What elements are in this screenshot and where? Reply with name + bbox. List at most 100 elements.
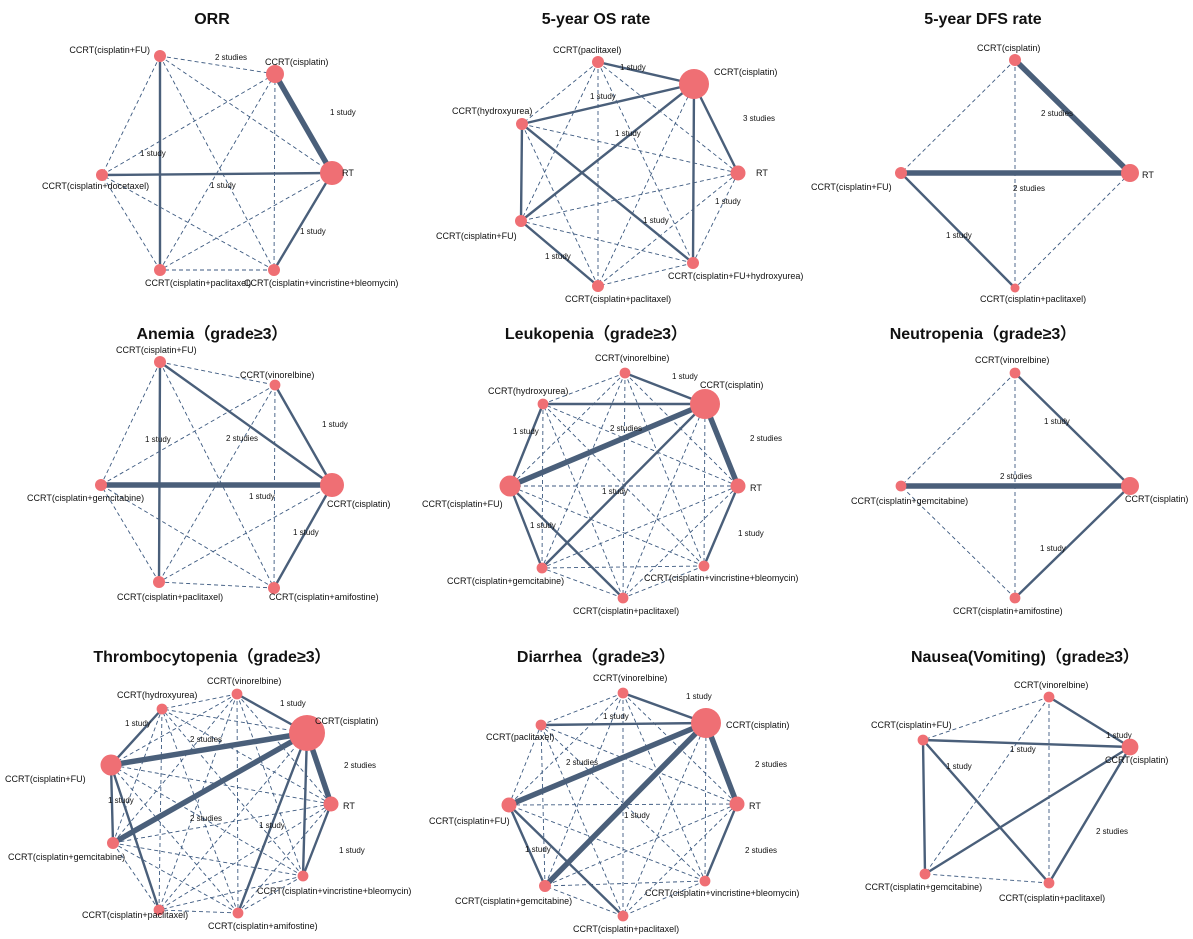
indirect-edge — [273, 73, 276, 271]
edge-study-label: 2 studies — [755, 760, 787, 769]
indirect-edge — [692, 172, 739, 264]
treatment-node — [592, 280, 604, 292]
direct-edge — [702, 484, 740, 568]
treatment-label: CCRT(cisplatin) — [265, 57, 328, 67]
edge-study-label: 1 study — [686, 692, 712, 701]
indirect-edge — [622, 485, 739, 599]
direct-edge — [508, 402, 545, 488]
indirect-edge — [508, 724, 542, 806]
treatment-label: CCRT(cisplatin+FU) — [5, 774, 86, 784]
panel-title: 5-year OS rate — [542, 11, 651, 28]
indirect-edge — [158, 909, 239, 914]
treatment-node — [266, 65, 284, 83]
treatment-label: CCRT(paclitaxel) — [553, 45, 621, 55]
treatment-node — [617, 592, 629, 604]
direct-edge — [157, 360, 162, 584]
treatment-label: CCRT(cisplatin) — [1105, 755, 1168, 765]
indirect-edge — [112, 693, 238, 844]
direct-edge — [100, 171, 334, 177]
panel-title: 5-year DFS rate — [924, 11, 1041, 28]
edge-study-label: 1 study — [525, 845, 551, 854]
treatment-node — [536, 562, 548, 574]
indirect-edge — [101, 174, 161, 271]
treatment-label: CCRT(cisplatin) — [327, 499, 390, 509]
treatment-node — [100, 754, 122, 776]
treatment-node — [1010, 283, 1020, 293]
panel-title: Anemia（grade≥3） — [136, 325, 287, 343]
direct-edge — [519, 82, 696, 223]
indirect-edge — [158, 708, 163, 911]
treatment-label: CCRT(cisplatin+paclitaxel) — [145, 278, 251, 288]
indirect-edge — [622, 803, 738, 917]
treatment-label: CCRT(cisplatin+FU) — [811, 182, 892, 192]
treatment-node — [320, 161, 344, 185]
network-panel: Leukopenia（grade≥3） 1 study 2 studies 2 stu… — [422, 325, 798, 616]
treatment-node — [698, 560, 710, 572]
treatment-node — [537, 398, 549, 410]
treatment-node — [1009, 54, 1021, 66]
indirect-edge — [541, 565, 705, 569]
treatment-node — [297, 870, 309, 882]
edge-study-label: 1 study — [1044, 417, 1070, 426]
treatment-label: CCRT(cisplatin) — [726, 720, 789, 730]
edge-study-label: 1 study — [603, 712, 629, 721]
indirect-edge — [703, 403, 706, 567]
treatment-node — [1121, 738, 1139, 756]
treatment-label: CCRT(hydroxyurea) — [452, 106, 532, 116]
direct-edge — [109, 763, 115, 845]
treatment-node — [1043, 691, 1055, 703]
treatment-label: CCRT(cisplatin+amifostine) — [208, 921, 318, 931]
network-panel: ORR 2 studies 1 study 1 study 1 study 1 study… — [42, 11, 398, 288]
edge-study-label: 2 studies — [190, 814, 222, 823]
treatment-label: CCRT(cisplatin) — [1125, 494, 1188, 504]
indirect-edge — [100, 361, 161, 486]
edge-study-label: 1 study — [615, 129, 641, 138]
indirect-edge — [541, 403, 544, 569]
direct-edge — [507, 803, 547, 888]
treatment-node — [268, 264, 280, 276]
treatment-node — [289, 715, 325, 751]
network-panel: 5-year DFS rate 2 studies 2 studies 1 study… — [811, 11, 1154, 304]
direct-edge — [272, 71, 335, 176]
treatment-label: CCRT(hydroxyurea) — [117, 690, 197, 700]
indirect-edge — [161, 693, 238, 710]
treatment-node — [1009, 592, 1021, 604]
edge-study-label: 1 study — [1040, 544, 1066, 553]
edge-study-label: 1 study — [620, 63, 646, 72]
direct-edge — [539, 721, 708, 727]
treatment-label: CCRT(cisplatin) — [714, 67, 777, 77]
direct-edge — [596, 60, 696, 86]
indirect-edge — [624, 372, 739, 487]
indirect-edge — [159, 55, 276, 75]
treatment-label: CCRT(hydroxyurea) — [488, 386, 568, 396]
edge-study-label: 3 studies — [743, 114, 775, 123]
indirect-edge — [622, 565, 705, 599]
indirect-edge — [521, 123, 599, 287]
treatment-label: CCRT(cisplatin+paclitaxel) — [573, 606, 679, 616]
treatment-label: CCRT(cisplatin+gemcitabine) — [455, 896, 572, 906]
indirect-edge — [520, 172, 739, 222]
treatment-node — [154, 356, 166, 368]
treatment-label: CCRT(cisplatin+amifostine) — [269, 592, 379, 602]
treatment-label: CCRT(cisplatin) — [315, 716, 378, 726]
edge-study-label: 2 studies — [1041, 109, 1073, 118]
treatment-node — [619, 367, 631, 379]
indirect-edge — [622, 692, 706, 882]
indirect-edge — [622, 722, 707, 917]
treatment-node — [592, 56, 604, 68]
network-panel: Neutropenia（grade≥3） 1 study 2 studies 1 st… — [851, 325, 1188, 616]
indirect-edge — [508, 804, 706, 882]
direct-edge — [110, 730, 310, 846]
direct-edge — [520, 82, 696, 126]
treatment-node — [499, 475, 521, 497]
edge-study-label: 1 study — [946, 231, 972, 240]
indirect-edge — [521, 123, 739, 174]
direct-edge — [507, 401, 708, 489]
direct-edge — [921, 738, 1051, 885]
direct-edge — [703, 802, 739, 883]
indirect-edge — [541, 567, 624, 599]
treatment-node — [1043, 877, 1055, 889]
edge-study-label: 1 study — [1106, 731, 1132, 740]
edge-study-label: 2 studies — [190, 735, 222, 744]
